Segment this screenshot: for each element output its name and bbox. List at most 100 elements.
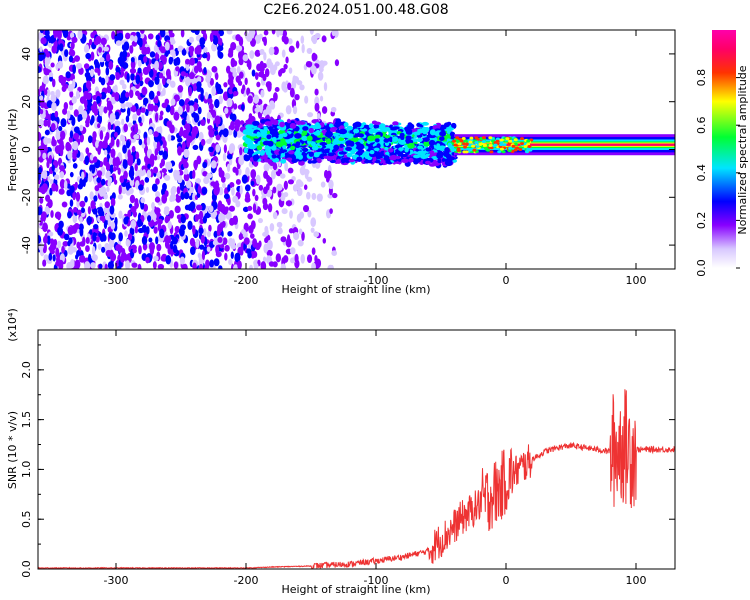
heatmap-cell (140, 107, 146, 113)
heatmap-cell (127, 233, 133, 241)
heatmap-cell (459, 139, 464, 143)
heatmap-cell (443, 122, 450, 128)
heatmap-cell (137, 67, 142, 74)
heatmap-cell (62, 76, 67, 83)
heatmap-cell (183, 110, 188, 121)
heatmap-cell (317, 71, 324, 81)
heatmap-cell (438, 145, 447, 151)
heatmap-cell (211, 109, 217, 119)
heatmap-cell (72, 64, 77, 74)
heatmap-cell (92, 156, 98, 163)
heatmap-cell (136, 39, 143, 46)
heatmap-cell (249, 264, 253, 269)
heatmap-cell (310, 227, 315, 233)
bottom-ylabel: SNR (10 * v/v) (6, 411, 19, 489)
heatmap-cell (299, 211, 305, 219)
heatmap-cell (44, 30, 50, 37)
heatmap-cell (276, 221, 283, 228)
heatmap-cell (374, 152, 382, 158)
heatmap-cell (58, 125, 63, 132)
heatmap-cell (84, 71, 91, 79)
heatmap-cell (105, 165, 111, 171)
heatmap-cell (524, 150, 529, 154)
heatmap-cell (174, 225, 180, 234)
heatmap-cell (260, 119, 267, 124)
x-tick-label: 0 (503, 574, 510, 587)
heatmap-cell (495, 137, 500, 141)
heatmap-cell (295, 141, 301, 147)
heatmap-cell (259, 103, 263, 114)
heatmap-cell (384, 134, 391, 139)
heatmap-cell (90, 200, 96, 210)
heatmap-cell (104, 213, 110, 221)
heatmap-cell (339, 143, 344, 148)
heatmap-cell (334, 59, 340, 67)
heatmap-cell (472, 148, 477, 152)
heatmap-cell (93, 59, 99, 67)
heatmap-cell (292, 105, 298, 115)
heatmap-cell (327, 152, 335, 157)
heatmap-cell (272, 162, 278, 171)
heatmap-cell (263, 126, 268, 133)
heatmap-cell (135, 74, 141, 85)
heatmap-cell (114, 84, 118, 94)
heatmap-cell (513, 142, 518, 146)
heatmap-cell (78, 105, 84, 115)
heatmap-cell (94, 185, 100, 192)
heatmap-cell (43, 89, 48, 96)
heatmap-cell (93, 176, 98, 185)
heatmap-cell (222, 128, 229, 138)
heatmap-cell (328, 123, 334, 128)
heatmap-cell (301, 231, 305, 241)
heatmap-cell (195, 178, 202, 184)
heatmap-cell (156, 171, 161, 179)
heatmap-cell (441, 129, 446, 136)
heatmap-cell (153, 155, 158, 161)
heatmap-cell (269, 100, 275, 107)
heatmap-cell (58, 43, 64, 52)
heatmap-cell (41, 183, 48, 193)
heatmap-cell (408, 157, 414, 163)
heatmap-cell (69, 90, 74, 98)
heatmap-cell (138, 184, 144, 191)
heatmap-cell (274, 61, 280, 67)
heatmap-cell (134, 126, 139, 134)
heatmap-cell (138, 138, 143, 146)
heatmap-cell (91, 105, 97, 113)
heatmap-cell (306, 191, 311, 200)
heatmap-cell (453, 143, 458, 147)
heatmap-cell (97, 123, 101, 129)
heatmap-cell (305, 60, 313, 68)
heatmap-cell (421, 129, 428, 135)
heatmap-cell (385, 160, 391, 164)
heatmap-cell (451, 123, 457, 128)
heatmap-cell (292, 184, 298, 192)
heatmap-cell (223, 144, 227, 154)
heatmap-cell (106, 186, 110, 192)
heatmap-cell (121, 248, 126, 255)
heatmap-cell (228, 205, 235, 212)
heatmap-cell (159, 72, 164, 79)
heatmap-cell (159, 30, 166, 37)
heatmap-cell (53, 30, 58, 39)
heatmap-cell (129, 45, 134, 54)
heatmap-cell (273, 92, 278, 102)
bottom-xlabel: Height of straight line (km) (281, 583, 430, 596)
heatmap-cell (497, 150, 502, 154)
heatmap-cell (49, 75, 54, 82)
heatmap-cell (116, 265, 122, 269)
heatmap-cell (321, 35, 327, 43)
heatmap-cell (38, 118, 44, 127)
heatmap-cell (115, 66, 121, 73)
heatmap-cell (142, 169, 146, 176)
heatmap-cell (272, 46, 279, 55)
heatmap-cell (212, 240, 218, 246)
heatmap-cell (235, 45, 243, 52)
heatmap-cell (132, 210, 138, 218)
heatmap-cell (300, 35, 305, 44)
heatmap-cell (224, 107, 229, 114)
heatmap-cell (282, 145, 287, 149)
heatmap-cell (77, 30, 83, 40)
heatmap-cell (264, 68, 270, 78)
heatmap-cell (513, 138, 518, 142)
